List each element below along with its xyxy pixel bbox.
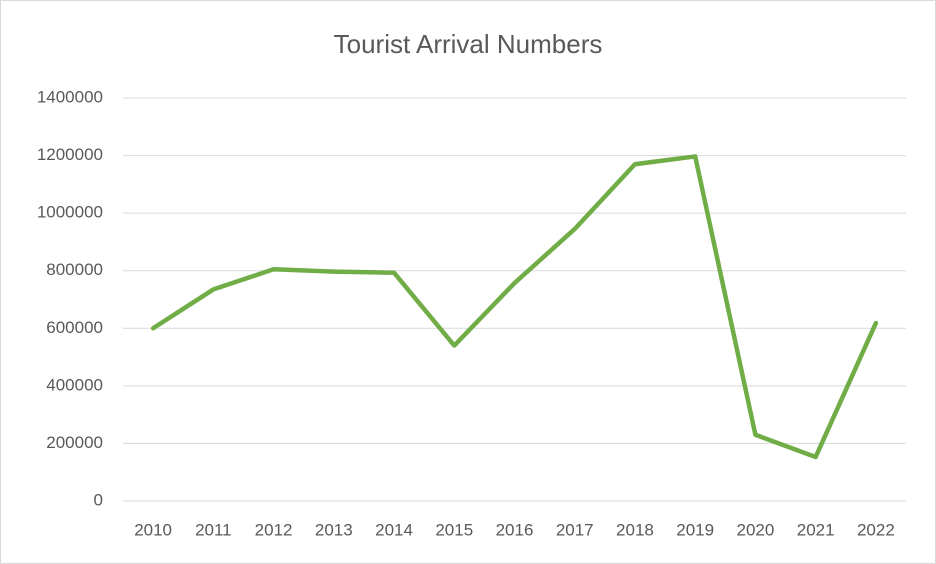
x-tick-label: 2011	[195, 520, 232, 539]
y-tick-label: 800000	[46, 260, 103, 279]
x-tick-label: 2013	[315, 520, 353, 539]
y-tick-label: 200000	[46, 433, 103, 452]
y-tick-label: 600000	[46, 318, 103, 337]
x-tick-label: 2019	[676, 520, 714, 539]
data-line	[150, 154, 879, 460]
x-tick-label: 2020	[737, 520, 775, 539]
x-tick-label: 2015	[435, 520, 473, 539]
y-tick-label: 1200000	[37, 145, 103, 164]
y-tick-label: 0	[94, 490, 103, 509]
x-tick-label: 2021	[797, 520, 835, 539]
x-tick-label: 2012	[255, 520, 293, 539]
x-tick-label: 2014	[375, 520, 413, 539]
y-tick-label: 400000	[46, 375, 103, 394]
y-tick-label: 1000000	[37, 203, 103, 222]
x-tick-label: 2017	[556, 520, 594, 539]
y-tick-label: 1400000	[37, 87, 103, 106]
x-tick-label: 2010	[134, 520, 172, 539]
x-tick-label: 2018	[616, 520, 654, 539]
chart-title: Tourist Arrival Numbers	[334, 29, 603, 59]
x-tick-label: 2016	[496, 520, 534, 539]
x-tick-label: 2022	[857, 520, 895, 539]
